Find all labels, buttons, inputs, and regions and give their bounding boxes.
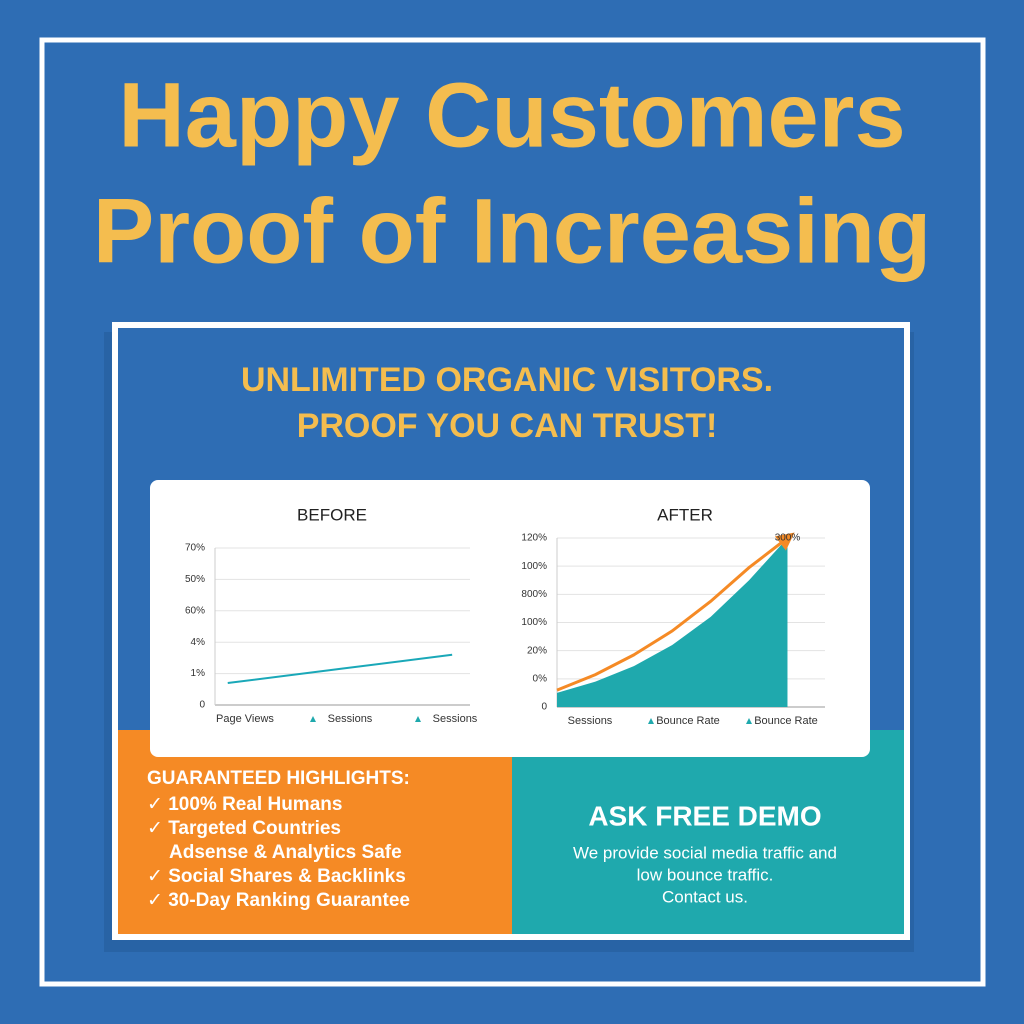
highlights-heading: GUARANTEED HIGHLIGHTS: [147, 768, 410, 789]
annotation: 300% [775, 533, 801, 544]
y-tick-label: 120% [521, 533, 547, 544]
highlight-item: Adsense & Analytics Safe [169, 842, 402, 863]
y-tick-label: 100% [521, 617, 547, 628]
y-tick-label: 0 [199, 700, 205, 711]
x-tick-label: Page Views [216, 713, 274, 725]
legend-marker [648, 718, 654, 724]
demo-line: Contact us. [662, 887, 748, 906]
y-tick-label: 0 [541, 702, 547, 713]
y-tick-label: 60% [185, 605, 205, 616]
y-tick-label: 4% [191, 637, 206, 648]
demo-heading: ASK FREE DEMO [588, 800, 821, 831]
demo-panel [512, 730, 904, 934]
highlight-item: ✓ 100% Real Humans [147, 794, 342, 815]
chart-title: BEFORE [297, 505, 367, 524]
highlight-item: ✓ Targeted Countries [147, 818, 341, 839]
subheading: PROOF YOU CAN TRUST! [297, 407, 718, 445]
highlight-item: ✓ 30-Day Ranking Guarantee [147, 890, 410, 911]
highlight-item: ✓ Social Shares & Backlinks [147, 866, 406, 887]
demo-text: We provide social media traffic and low b… [573, 843, 837, 906]
x-tick-label: Bounce Rate [754, 715, 818, 727]
y-tick-label: 0% [533, 673, 548, 684]
line [556, 532, 795, 692]
y-tick-label: 20% [527, 645, 547, 656]
outer-frame [39, 37, 986, 987]
line [227, 653, 453, 685]
y-tick-label: 70% [185, 543, 205, 554]
y-tick-label: 50% [185, 574, 205, 585]
demo-line: low bounce traffic. [637, 865, 774, 884]
legend-marker [415, 716, 421, 722]
x-tick-label: Sessions [328, 713, 373, 725]
legend-marker [746, 718, 752, 724]
chart-title: AFTER [657, 505, 713, 524]
x-tick-label: Bounce Rate [656, 715, 720, 727]
y-tick-label: 1% [191, 668, 206, 679]
demo-line: We provide social media traffic and [573, 843, 837, 862]
highlight-list: ✓ 100% Real Humans ✓ Targeted Countries Ad… [147, 794, 410, 911]
x-tick-label: Sessions [568, 715, 613, 727]
area [557, 538, 788, 707]
x-tick-label: Sessions [433, 713, 478, 725]
y-tick-label: 800% [521, 589, 547, 600]
y-tick-label: 100% [521, 561, 547, 572]
title-line: Happy Customers [118, 64, 905, 166]
highlights-panel [118, 730, 512, 934]
title-line: Proof of Increasing [93, 180, 931, 282]
legend-marker [310, 716, 316, 722]
subheading: UNLIMITED ORGANIC VISITORS. [241, 361, 773, 399]
charts: BEFORE 0 1% 4% 60% 50% 70% Page Views Sessions Se… [185, 505, 825, 727]
